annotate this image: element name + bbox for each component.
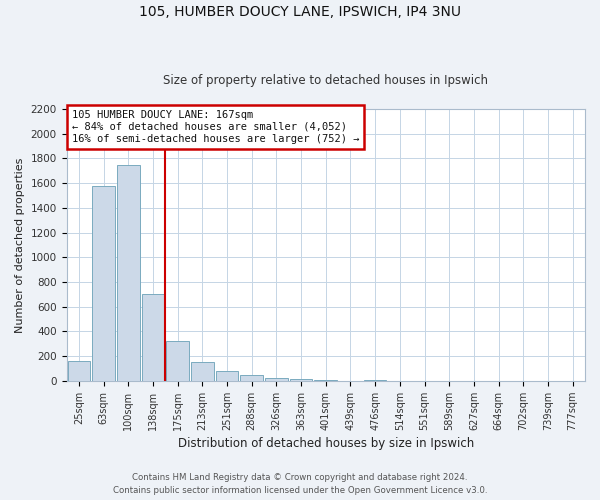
Bar	[314, 380, 337, 381]
Bar	[265, 378, 288, 381]
Y-axis label: Number of detached properties: Number of detached properties	[15, 157, 25, 332]
Title: Size of property relative to detached houses in Ipswich: Size of property relative to detached ho…	[163, 74, 488, 87]
Text: Contains HM Land Registry data © Crown copyright and database right 2024.
Contai: Contains HM Land Registry data © Crown c…	[113, 474, 487, 495]
Bar	[191, 362, 214, 381]
Bar	[166, 342, 189, 381]
Bar	[142, 294, 164, 381]
Bar	[215, 371, 238, 381]
Text: 105, HUMBER DOUCY LANE, IPSWICH, IP4 3NU: 105, HUMBER DOUCY LANE, IPSWICH, IP4 3NU	[139, 5, 461, 19]
Bar	[364, 380, 386, 381]
Bar	[92, 186, 115, 381]
Bar	[290, 379, 313, 381]
X-axis label: Distribution of detached houses by size in Ipswich: Distribution of detached houses by size …	[178, 437, 474, 450]
Bar	[68, 361, 90, 381]
Bar	[117, 164, 140, 381]
Bar	[241, 376, 263, 381]
Text: 105 HUMBER DOUCY LANE: 167sqm
← 84% of detached houses are smaller (4,052)
16% o: 105 HUMBER DOUCY LANE: 167sqm ← 84% of d…	[72, 110, 359, 144]
